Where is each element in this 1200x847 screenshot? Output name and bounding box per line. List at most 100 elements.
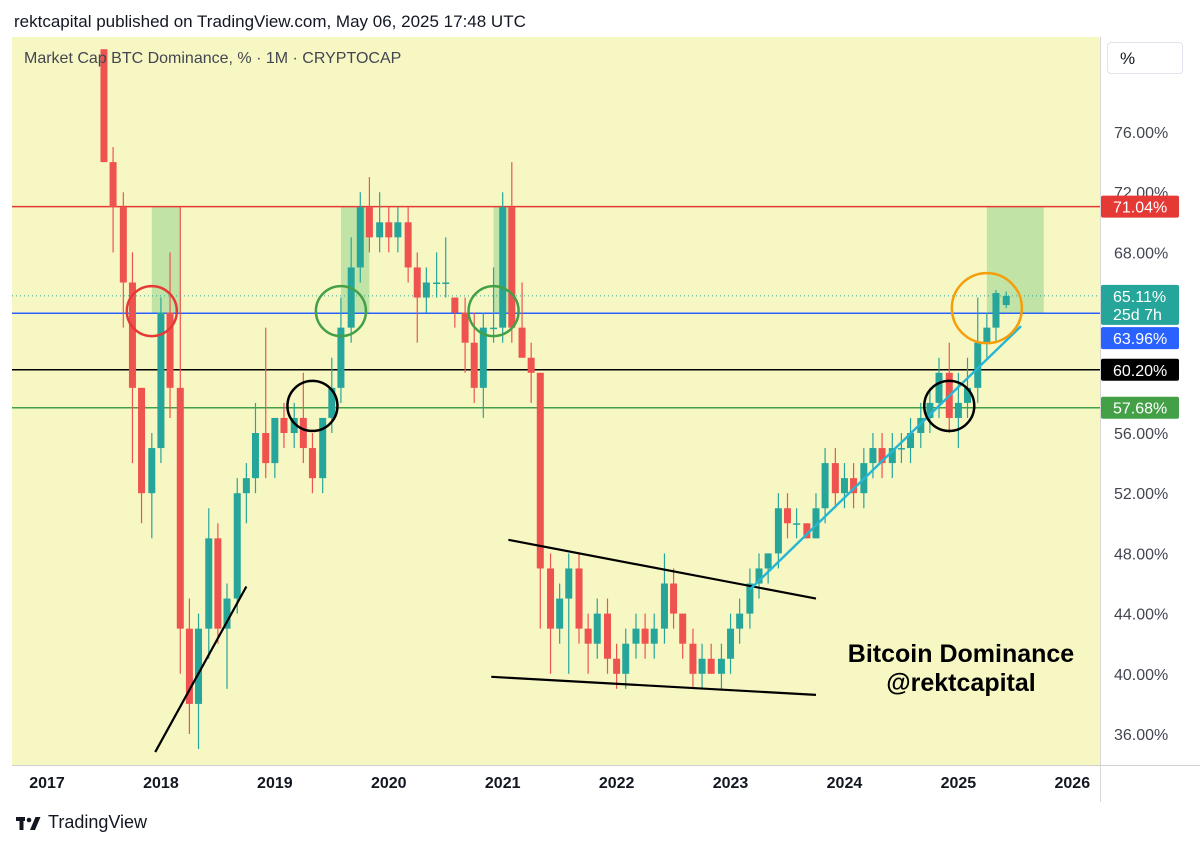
year-tick-label: 2021 — [485, 775, 521, 792]
candle-body — [404, 222, 412, 268]
candle-body — [262, 433, 270, 464]
year-ticks: 2017 2018 2019 2020 2021 2022 2023 2024 2025 2026 — [29, 775, 1090, 792]
candle-body — [869, 448, 877, 464]
price-tick-label: 56.00% — [1114, 426, 1168, 443]
candle-body — [793, 523, 801, 525]
chart-background[interactable] — [12, 37, 1100, 765]
candle-body — [433, 282, 441, 284]
horizontal-levels — [12, 205, 1100, 409]
candle-body — [195, 628, 203, 704]
year-tick-label: 2017 — [29, 775, 65, 792]
candle-body — [470, 342, 478, 388]
year-tick-label: 2023 — [713, 775, 749, 792]
candle-body — [565, 568, 573, 599]
candle-body — [547, 568, 555, 629]
candle-body — [376, 222, 384, 238]
candle-body — [670, 583, 678, 614]
annotation-author: @rektcapital — [886, 669, 1036, 697]
badge-countdown-label: 25d 7h — [1113, 307, 1162, 324]
publisher-header: rektcapital published on TradingView.com… — [14, 12, 526, 31]
candle-body — [385, 222, 393, 238]
candle-body — [319, 417, 327, 479]
candle-body — [689, 643, 697, 674]
badge-resistance-bg — [1101, 195, 1179, 218]
candle-body — [508, 207, 516, 328]
candle-body — [185, 628, 193, 704]
candle-body — [897, 448, 905, 450]
candle-body — [963, 387, 971, 403]
candle-body — [736, 613, 744, 629]
candle-body — [764, 553, 772, 569]
badge-current-bg — [1101, 284, 1179, 325]
candle-body — [660, 583, 668, 629]
symbol-info: Market Cap BTC Dominance, % · 1M · CRYPT… — [24, 50, 402, 67]
candle-body — [717, 658, 725, 674]
candle-body — [850, 478, 858, 494]
candle-body — [214, 538, 222, 629]
candle-body — [698, 658, 706, 674]
price-tick-label: 76.00% — [1114, 125, 1168, 142]
candle-body — [650, 628, 658, 644]
candle-body — [128, 282, 136, 388]
candle-body — [461, 312, 469, 343]
candle-body — [1002, 295, 1010, 306]
price-tick-label: 44.00% — [1114, 607, 1168, 624]
year-tick-label: 2025 — [941, 775, 977, 792]
price-badges: 71.04% 65.11%25d 7h 63.96% 60.20% 57.68% — [1101, 195, 1179, 419]
candle-body — [337, 327, 345, 388]
candle-body — [575, 568, 583, 629]
trendline-2018 — [154, 585, 248, 753]
price-tick-label: 68.00% — [1114, 245, 1168, 262]
badge-blue-level-bg — [1101, 327, 1179, 350]
candle-body — [100, 49, 108, 163]
candle-body — [755, 568, 763, 584]
candle-body — [613, 658, 621, 674]
candle-body — [840, 478, 848, 494]
price-ticks: 36.00% 40.00% 44.00% 48.00% 52.00% 56.00% 68.0… — [1114, 125, 1168, 744]
candle-body — [603, 613, 611, 659]
candle-body — [205, 538, 213, 629]
candle-body — [442, 282, 450, 284]
candle-body — [119, 207, 127, 283]
candle-body — [803, 523, 811, 539]
candle-body — [479, 327, 487, 388]
circle-black-2025 — [923, 379, 976, 433]
year-tick-label: 2018 — [143, 775, 179, 792]
price-tick-label: 52.00% — [1114, 486, 1168, 503]
time-scale[interactable] — [12, 765, 1100, 802]
candle-body — [888, 448, 896, 464]
candle-body — [138, 387, 146, 494]
candle-body — [641, 628, 649, 644]
resistance-zone — [151, 206, 181, 314]
candle-body — [308, 448, 316, 479]
candle-body — [935, 372, 943, 403]
candle-body — [926, 402, 934, 418]
uptrend-line — [749, 325, 1022, 591]
candle-body — [223, 598, 231, 629]
circle-red-2017 — [125, 284, 179, 338]
tradingview-brand: TradingView — [48, 812, 148, 832]
circle-green-2019 — [314, 284, 368, 338]
candle-body — [271, 417, 279, 464]
candle-body — [499, 207, 507, 328]
resistance-zones — [151, 206, 1044, 314]
candle-body — [774, 508, 782, 554]
candle-body — [727, 628, 735, 659]
circle-black-2019 — [286, 379, 339, 433]
candle-body — [707, 658, 715, 674]
badge-green-level-bg — [1101, 396, 1179, 419]
circle-orange-2025 — [950, 271, 1024, 345]
badge-black-level-label: 60.20% — [1113, 363, 1167, 380]
tradingview-logo[interactable]: TradingView — [16, 812, 147, 833]
candle-body — [109, 162, 117, 208]
trendline-drawings — [125, 271, 1024, 753]
unit-toggle-button[interactable]: % — [1107, 42, 1183, 74]
badge-resistance-label: 71.04% — [1113, 200, 1167, 217]
candle-body — [157, 312, 165, 449]
candle-body — [280, 417, 288, 433]
year-tick-label: 2022 — [599, 775, 635, 792]
year-tick-label: 2019 — [257, 775, 293, 792]
resistance-zone — [340, 206, 370, 314]
year-tick-label: 2020 — [371, 775, 407, 792]
